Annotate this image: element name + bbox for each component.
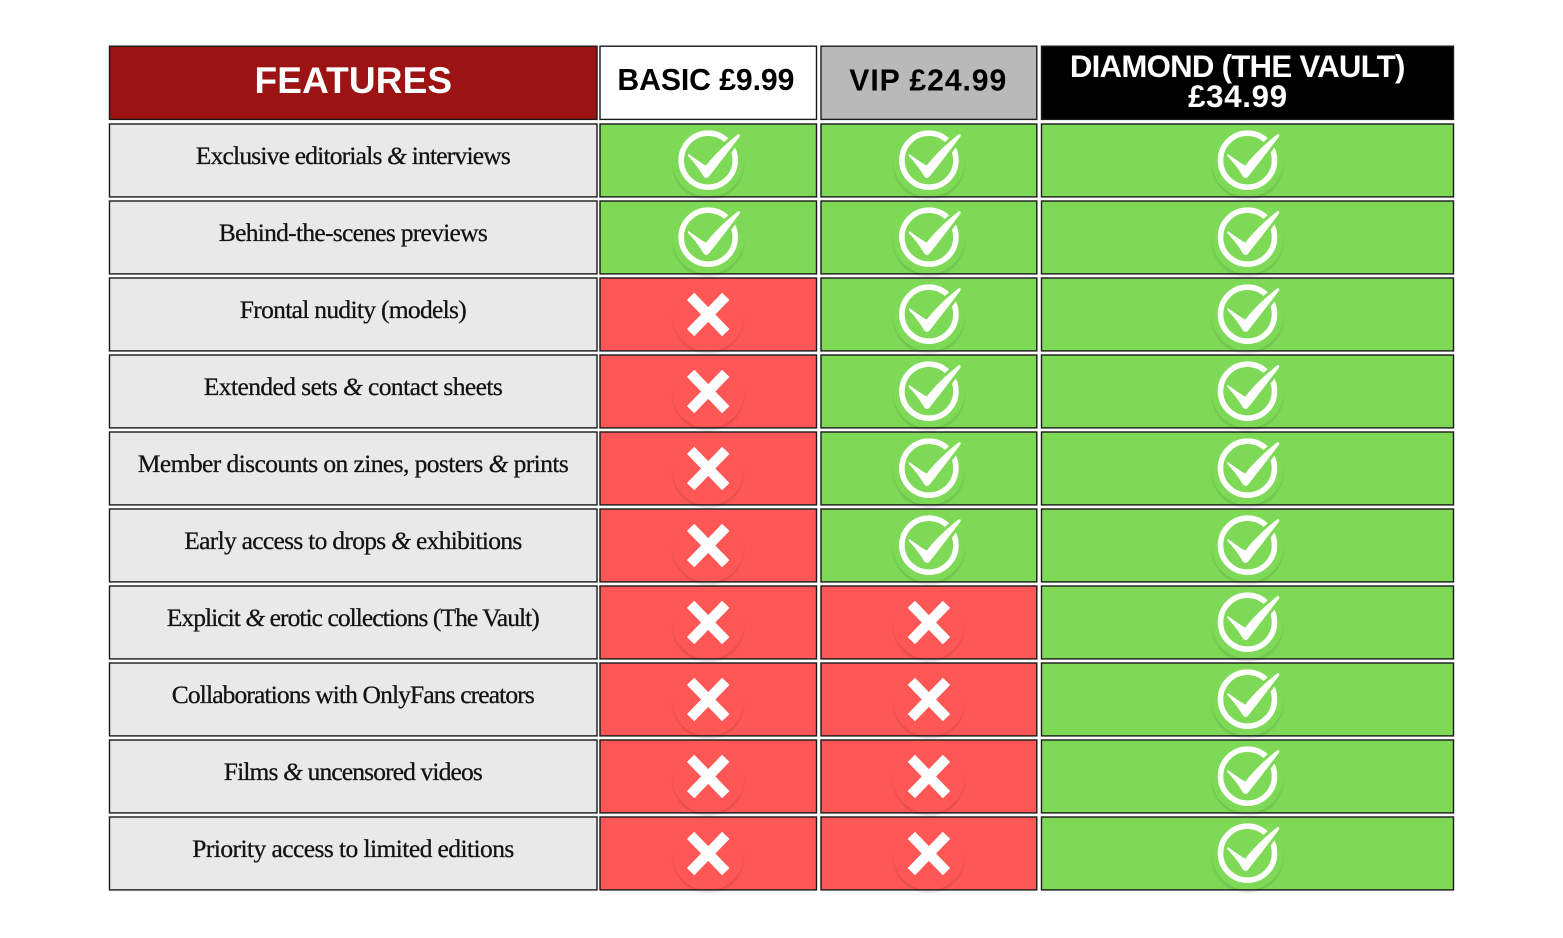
svg-text:Priority access to limited edi: Priority access to limited editions <box>192 834 514 863</box>
svg-text:Exclusive editorials & intervi: Exclusive editorials & interviews <box>196 141 511 170</box>
svg-text:VIP £24.99: VIP £24.99 <box>849 65 1006 98</box>
svg-text:Collaborations with OnlyFans c: Collaborations with OnlyFans creators <box>172 680 535 709</box>
svg-text:DIAMOND (THE VAULT): DIAMOND (THE VAULT) <box>1070 49 1406 84</box>
svg-text:£34.99: £34.99 <box>1188 79 1287 114</box>
svg-text:Frontal nudity (models): Frontal nudity (models) <box>240 295 467 324</box>
svg-text:BASIC £9.99: BASIC £9.99 <box>617 64 794 97</box>
svg-text:Behind-the-scenes previews: Behind-the-scenes previews <box>219 218 488 247</box>
svg-text:Extended sets & contact sheets: Extended sets & contact sheets <box>204 372 503 401</box>
svg-text:Films & uncensored videos: Films & uncensored videos <box>224 757 483 786</box>
svg-text:Early access to drops & exhibi: Early access to drops & exhibitions <box>184 526 522 555</box>
svg-text:Member discounts on zines, pos: Member discounts on zines, posters & pri… <box>138 449 569 478</box>
svg-text:Explicit & erotic collections: Explicit & erotic collections (The Vault… <box>167 603 540 632</box>
svg-text:FEATURES: FEATURES <box>255 60 453 101</box>
